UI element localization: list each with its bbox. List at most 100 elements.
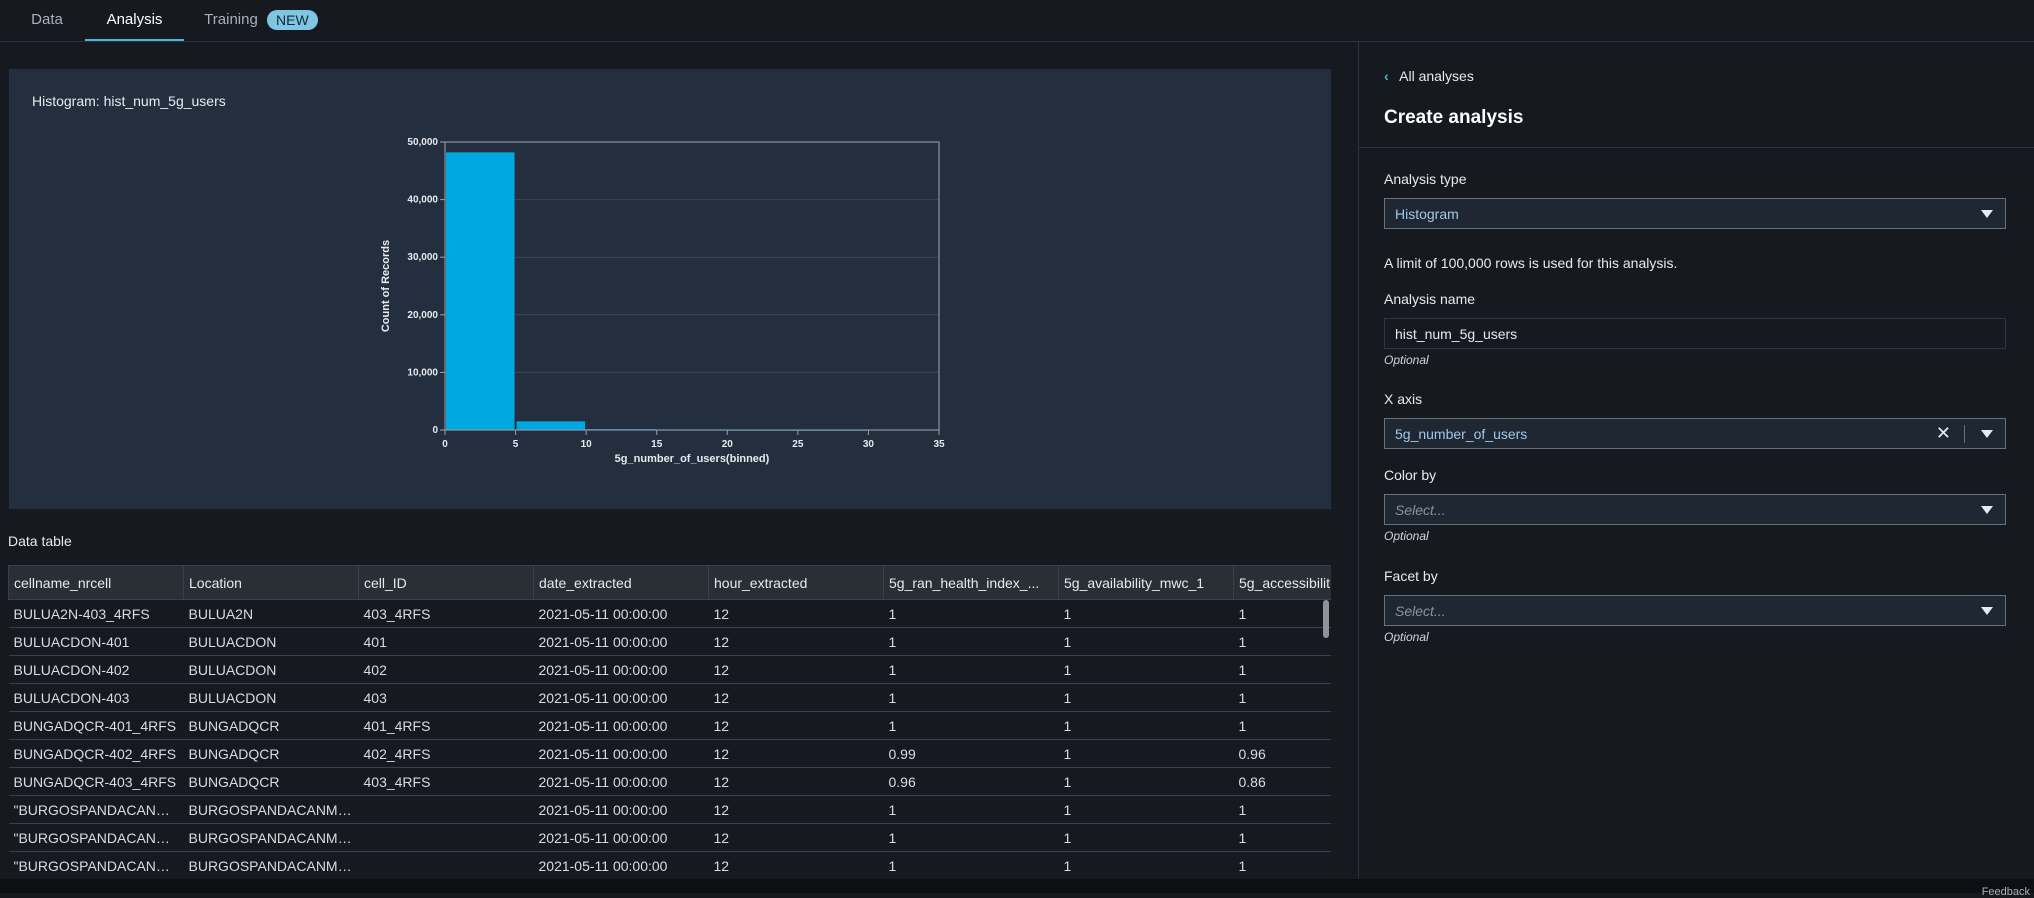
table-cell: 1 (1233, 851, 1331, 875)
column-header[interactable]: Location (183, 565, 359, 600)
table-cell: BULUACDON-402 (8, 655, 184, 684)
table-cell: BULUACDON-403 (8, 683, 184, 712)
table-cell: 401_4RFS (358, 711, 534, 740)
table-cell: BUNGADQCR (183, 739, 359, 768)
table-cell: BUNGADQCR-402_4RFS (8, 739, 184, 768)
data-table-title: Data table (8, 533, 72, 549)
table-cell (358, 795, 534, 824)
color-by-select[interactable]: Select... (1384, 494, 2006, 525)
table-row[interactable]: BULUACDON-402 BULUACDON 402 2021-05-11 00:0… (8, 655, 1331, 684)
table-row[interactable]: BUNGADQCR-401_4RFS BUNGADQCR 401_4RFS 2021-… (8, 711, 1331, 740)
table-cell: BUNGADQCR (183, 767, 359, 796)
histogram-bar[interactable] (516, 421, 586, 430)
table-cell: BULUACDON (183, 683, 359, 712)
analysis-type-label: Analysis type (1384, 171, 1467, 187)
table-cell: "BURGOSPANDACANML... (8, 823, 184, 852)
data-table: cellname_nrcell Location cell_ID date_extra… (8, 565, 1331, 875)
panel-heading: Create analysis (1384, 107, 1524, 128)
table-cell: 12 (708, 599, 884, 628)
table-cell: 1 (1233, 599, 1331, 628)
x-tick-label: 30 (863, 439, 875, 450)
tab-analysis[interactable]: Analysis (85, 0, 184, 41)
x-tick-label: 10 (581, 439, 593, 450)
table-cell: 1 (1058, 599, 1234, 628)
histogram-bar[interactable] (446, 152, 515, 431)
table-cell: 403 (358, 683, 534, 712)
table-cell: 1 (1233, 655, 1331, 684)
table-cell: BULUA2N-403_4RFS (8, 599, 184, 628)
table-cell: BULUACDON (183, 655, 359, 684)
clear-icon[interactable]: ✕ (1935, 423, 1951, 443)
select-separator (1964, 425, 1965, 443)
table-row[interactable]: "BURGOSPANDACANML... BURGOSPANDACANML... 2… (8, 851, 1331, 875)
table-cell: 2021-05-11 00:00:00 (533, 823, 709, 852)
table-cell: 403_4RFS (358, 599, 534, 628)
table-cell: 1 (1233, 823, 1331, 852)
chart-panel: Histogram: hist_num_5g_users 0 10,000 20,0… (9, 69, 1331, 509)
x-axis-title: 5g_number_of_users(binned) (615, 453, 770, 465)
x-tick-label: 20 (722, 439, 734, 450)
column-header[interactable]: 5g_ran_health_index_... (883, 565, 1059, 600)
table-cell: BUNGADQCR-401_4RFS (8, 711, 184, 740)
table-cell: 1 (883, 851, 1059, 875)
table-cell: 1 (1233, 627, 1331, 656)
analysis-type-select[interactable]: Histogram (1384, 198, 2006, 229)
histogram-chart: 0 10,000 20,000 30,000 40,000 50,000 0 5 10 15 20 2… (380, 137, 945, 465)
analysis-name-optional-hint: Optional (1384, 353, 1429, 367)
table-row[interactable]: BULUACDON-401 BULUACDON 401 2021-05-11 00:0… (8, 627, 1331, 656)
table-row[interactable]: "BURGOSPANDACANML... BURGOSPANDACANML... 2… (8, 823, 1331, 852)
table-row[interactable]: BUNGADQCR-403_4RFS BUNGADQCR 403_4RFS 2021-… (8, 767, 1331, 796)
table-cell: BULUACDON (183, 627, 359, 656)
table-cell: 1 (1058, 655, 1234, 684)
color-by-placeholder: Select... (1395, 502, 1446, 518)
plot-frame (444, 141, 940, 431)
column-header[interactable]: hour_extracted (708, 565, 884, 600)
table-cell: 12 (708, 823, 884, 852)
column-header[interactable]: 5g_availability_mwc_1 (1058, 565, 1234, 600)
table-cell: 1 (1058, 627, 1234, 656)
table-cell: 1 (1058, 711, 1234, 740)
table-cell: 12 (708, 711, 884, 740)
caret-down-icon (1981, 210, 1993, 218)
x-tick-label: 0 (442, 439, 448, 450)
x-tick-label: 15 (651, 439, 663, 450)
table-cell: 12 (708, 655, 884, 684)
table-cell: 1 (883, 795, 1059, 824)
table-cell: 1 (883, 627, 1059, 656)
analysis-name-input[interactable]: hist_num_5g_users (1384, 318, 2006, 349)
column-header[interactable]: date_extracted (533, 565, 709, 600)
table-cell: BURGOSPANDACANML... (183, 851, 359, 875)
table-cell: BURGOSPANDACANML... (183, 795, 359, 824)
facet-by-optional-hint: Optional (1384, 630, 1429, 644)
table-row[interactable]: BUNGADQCR-402_4RFS BUNGADQCR 402_4RFS 2021-… (8, 739, 1331, 768)
tab-training[interactable]: Training (204, 11, 258, 28)
column-header[interactable]: cell_ID (358, 565, 534, 600)
table-row[interactable]: BULUACDON-403 BULUACDON 403 2021-05-11 00:0… (8, 683, 1331, 712)
table-cell: 1 (1058, 767, 1234, 796)
all-analyses-link[interactable]: ‹ All analyses (1384, 68, 1474, 84)
axis-layer: 0 10,000 20,000 30,000 40,000 50,000 0 5 10 15 20 2… (407, 137, 945, 450)
table-cell: 12 (708, 795, 884, 824)
column-header[interactable]: cellname_nrcell (8, 565, 184, 600)
facet-by-select[interactable]: Select... (1384, 595, 2006, 626)
feedback-link[interactable]: Feedback (1981, 886, 2030, 898)
y-tick-label: 20,000 (407, 310, 438, 321)
table-row[interactable]: "BURGOSPANDACANML... BURGOSPANDACANML... 2… (8, 795, 1331, 824)
table-cell: "BURGOSPANDACANML... (8, 795, 184, 824)
analysis-name-label: Analysis name (1384, 291, 1476, 307)
table-cell: 0.96 (883, 767, 1059, 796)
x-axis-select[interactable]: 5g_number_of_users ✕ (1384, 418, 2006, 449)
tab-data[interactable]: Data (31, 11, 63, 28)
column-header[interactable]: 5g_accessibilit (1233, 565, 1331, 600)
table-scrollbar[interactable] (1323, 600, 1329, 638)
x-tick-label: 5 (513, 439, 519, 450)
table-cell: 0.96 (1233, 739, 1331, 768)
x-axis-label: X axis (1384, 391, 1423, 407)
analysis-type-value: Histogram (1395, 206, 1459, 222)
table-cell: BUNGADQCR (183, 711, 359, 740)
table-cell: 1 (883, 683, 1059, 712)
grid-layer (445, 141, 939, 431)
table-cell: 1 (1233, 795, 1331, 824)
table-cell: 1 (883, 599, 1059, 628)
table-row[interactable]: BULUA2N-403_4RFS BULUA2N 403_4RFS 2021-05-1… (8, 599, 1331, 628)
